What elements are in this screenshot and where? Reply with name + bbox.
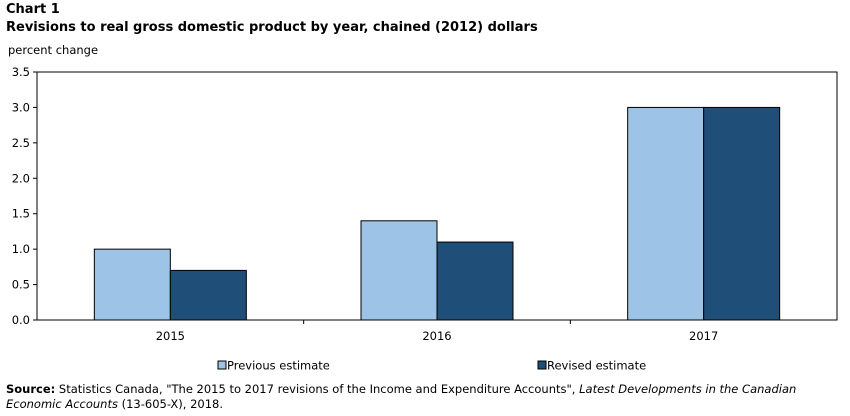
plot-frame xyxy=(36,71,838,321)
source-label: Source: xyxy=(6,382,56,396)
legend-swatch xyxy=(217,360,227,370)
bar-revised-estimate-2017 xyxy=(703,106,781,321)
y-tick-label: 1.5 xyxy=(12,207,30,221)
y-tick-label: 0.0 xyxy=(12,313,30,327)
source-note: Source: Statistics Canada, "The 2015 to … xyxy=(6,382,842,412)
source-publication: Latest Developments in the Canadian Econ… xyxy=(6,382,797,411)
bar-revised-estimate-2016 xyxy=(436,241,514,321)
y-tick-label: 0.5 xyxy=(12,278,30,292)
source-text-1: Statistics Canada, "The 2015 to 2017 rev… xyxy=(55,382,580,396)
source-text-2: (13-605-X), 2018. xyxy=(117,397,224,411)
y-tick-label: 1.0 xyxy=(12,242,30,256)
legend-label: Revised estimate xyxy=(547,359,646,373)
bar-revised-estimate-2015 xyxy=(169,269,247,321)
y-axis: 0.0 0.5 1.0 1.5 2.0 2.5 3.0 3.5 xyxy=(12,65,37,327)
x-axis: 2015 2016 2017 xyxy=(156,320,718,343)
legend-swatch xyxy=(537,360,547,370)
x-tick-label: 2016 xyxy=(422,329,451,343)
x-tick-label: 2017 xyxy=(689,329,718,343)
bars xyxy=(93,106,781,321)
legend-label: Previous estimate xyxy=(227,359,330,373)
y-tick-label: 2.5 xyxy=(12,136,30,150)
x-tick-label: 2015 xyxy=(156,329,185,343)
chart-number: Chart 1 xyxy=(6,2,60,17)
y-tick-label: 3.5 xyxy=(12,65,30,79)
y-tick-label: 3.0 xyxy=(12,100,30,114)
legend: Previous estimate Revised estimate xyxy=(217,359,646,373)
y-tick-label: 2.0 xyxy=(12,171,30,185)
y-axis-label: percent change xyxy=(8,43,98,57)
bar-previous-estimate-2017 xyxy=(627,106,705,321)
bar-previous-estimate-2016 xyxy=(360,220,438,321)
bar-previous-estimate-2015 xyxy=(93,248,171,321)
chart-title: Revisions to real gross domestic product… xyxy=(6,20,538,35)
